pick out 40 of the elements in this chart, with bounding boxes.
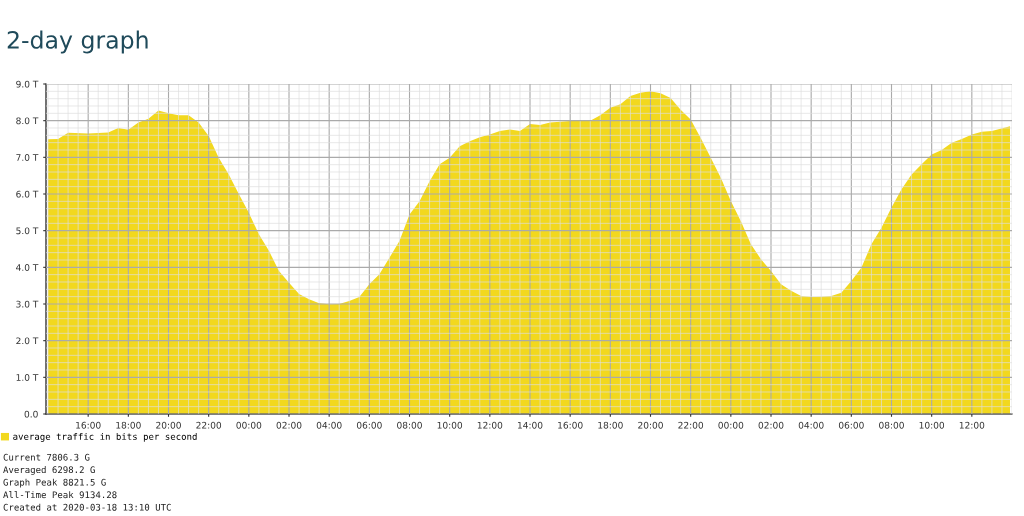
x-tick-label: 00:00	[236, 421, 262, 429]
x-tick-label: 00:00	[718, 421, 744, 429]
x-tick-label: 10:00	[919, 421, 945, 429]
x-tick-label: 02:00	[758, 421, 784, 429]
x-tick-label: 06:00	[356, 421, 382, 429]
x-tick-label: 12:00	[959, 421, 985, 429]
text: Created at 2020-03-18 13:10 UTC	[3, 503, 171, 511]
chart-title: 2-day graph	[7, 30, 148, 54]
x-tick-label: 22:00	[196, 421, 222, 429]
x-tick-label: 16:00	[76, 421, 101, 429]
y-tick-label: 6.0 T	[16, 190, 39, 198]
x-tick-label: 02:00	[276, 421, 302, 429]
y-tick-label: 9.0 T	[16, 80, 39, 88]
legend-label: average traffic in bits per second	[13, 432, 197, 442]
text: Averaged 6298.2 G	[3, 466, 95, 475]
x-tick-label: 04:00	[316, 421, 342, 429]
x-tick-label: 08:00	[879, 421, 904, 429]
y-tick-label: 1.0 T	[16, 374, 39, 381]
x-tick-label: 10:00	[437, 421, 463, 429]
x-tick-label: 18:00	[116, 421, 141, 429]
x-tick-label: 14:00	[517, 421, 543, 429]
x-tick-label: 22:00	[678, 421, 704, 429]
y-tick-label: 5.0 T	[16, 227, 39, 235]
x-tick-label: 20:00	[156, 421, 181, 429]
x-tick-label: 20:00	[638, 421, 663, 429]
x-tick-label: 06:00	[838, 421, 864, 429]
x-tick-label: 12:00	[477, 421, 503, 429]
y-tick-label: 2.0 T	[16, 337, 39, 345]
x-tick-label: 18:00	[598, 421, 623, 429]
y-tick-label: 8.0 T	[16, 117, 39, 125]
x-tick-label: 16:00	[558, 421, 583, 429]
y-tick-label: 3.0 T	[16, 300, 39, 308]
text: All-Time Peak 9134.28	[3, 491, 117, 499]
text: Current 7806.3 G	[3, 453, 90, 461]
y-tick-label: 4.0 T	[16, 264, 39, 271]
x-tick-label: 04:00	[798, 421, 824, 429]
y-tick-label: 0.0	[24, 410, 38, 418]
x-tick-label: 08:00	[397, 421, 422, 429]
text: Graph Peak 8821.5 G	[3, 478, 106, 488]
y-tick-label: 7.0 T	[16, 154, 39, 161]
